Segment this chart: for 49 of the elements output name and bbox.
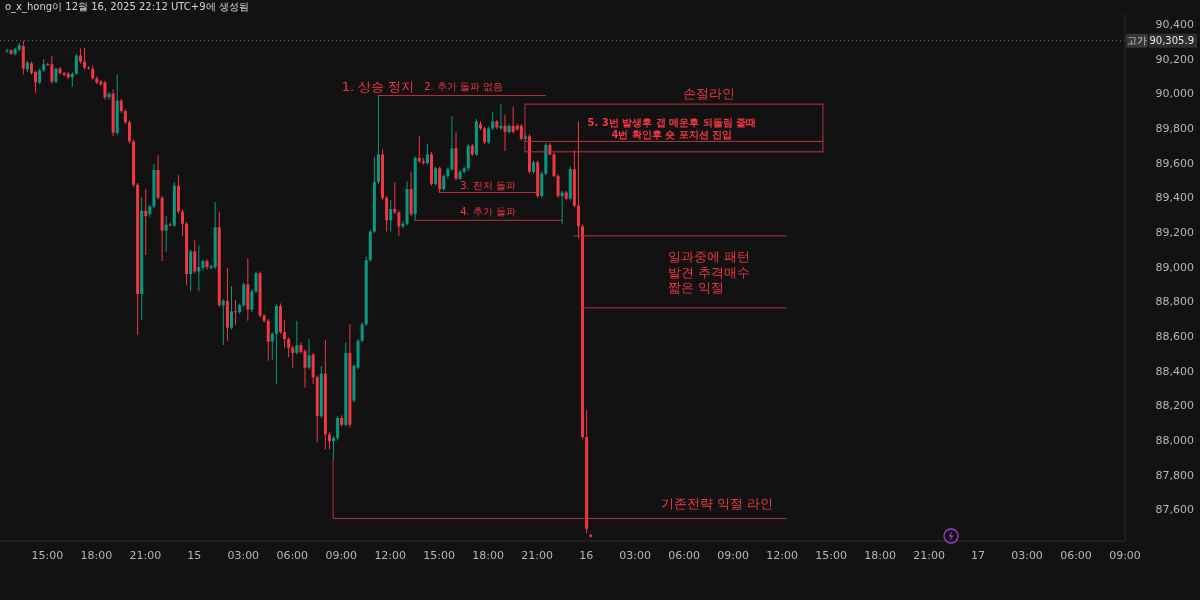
- x-tick-label: 21:00: [521, 548, 554, 562]
- y-tick-label: 87,600: [1155, 503, 1194, 517]
- y-tick-label: 87,800: [1155, 468, 1194, 482]
- x-tick-label: 21:00: [129, 548, 162, 562]
- x-tick-label: 03:00: [227, 548, 260, 562]
- x-tick-label: 09:00: [325, 548, 358, 562]
- x-tick-label: 18:00: [864, 548, 896, 562]
- y-tick-label: 88,400: [1155, 364, 1194, 378]
- x-tick-label: 21:00: [913, 548, 945, 562]
- x-tick-label: 15:00: [423, 548, 456, 562]
- y-tick-label: 89,800: [1155, 121, 1194, 135]
- annotation: 기존전략 익절 라인: [660, 495, 773, 511]
- y-tick-label: 89,000: [1155, 260, 1194, 274]
- x-tick-label: 06:00: [276, 548, 309, 562]
- y-tick-label: 90,305.9: [1149, 35, 1194, 47]
- text: o_x_hong이 12월 16, 2025 22:12 UTC+9에 생성됨: [5, 1, 249, 13]
- annotation: 1. 상승 정지: [341, 78, 415, 94]
- ref-line-label: 고가: [1127, 35, 1147, 47]
- annotation: 4. 추가 돌파: [460, 205, 517, 217]
- x-tick-label: 15: [187, 548, 202, 562]
- x-tick-label: 03:00: [619, 548, 652, 562]
- y-tick-label: 90,200: [1155, 52, 1194, 66]
- annotation: 일과중에 패턴 발견 추격매수 짧은 익절: [667, 248, 750, 295]
- y-tick-label: 88,800: [1155, 295, 1194, 309]
- annotation: 3. 전저 돌파: [460, 179, 517, 191]
- x-tick-label: 12:00: [374, 548, 407, 562]
- x-tick-label: 15:00: [815, 548, 847, 562]
- x-tick-label: 12:00: [766, 548, 798, 562]
- y-tick-label: 90,400: [1155, 17, 1194, 31]
- x-tick-label: 09:00: [717, 548, 749, 562]
- annotation: 손절라인: [682, 85, 735, 101]
- x-tick-label: 18:00: [472, 548, 505, 562]
- y-tick-label: 89,200: [1155, 225, 1194, 239]
- y-tick-label: 90,000: [1155, 87, 1194, 101]
- x-tick-label: 15:00: [31, 548, 64, 562]
- annotation: 5. 3번 발생후 갭 메운후 되돌림 줄때 4번 확인후 숏 포지션 진입: [587, 116, 757, 140]
- y-tick-label: 88,200: [1155, 399, 1194, 413]
- x-tick-label: 03:00: [1011, 548, 1043, 562]
- annotation: 2. 추가 돌파 없음: [424, 80, 504, 92]
- x-tick-label: 17: [971, 548, 986, 562]
- x-tick-label: 18:00: [80, 548, 113, 562]
- x-tick-label: 06:00: [668, 548, 700, 562]
- x-tick-label: 16: [579, 548, 594, 562]
- y-tick-label: 89,400: [1155, 191, 1194, 205]
- x-tick-label: 06:00: [1060, 548, 1092, 562]
- y-tick-label: 89,600: [1155, 156, 1194, 170]
- x-tick-label: 09:00: [1109, 548, 1141, 562]
- y-tick-label: 88,600: [1155, 329, 1194, 343]
- y-tick-label: 88,000: [1155, 433, 1194, 447]
